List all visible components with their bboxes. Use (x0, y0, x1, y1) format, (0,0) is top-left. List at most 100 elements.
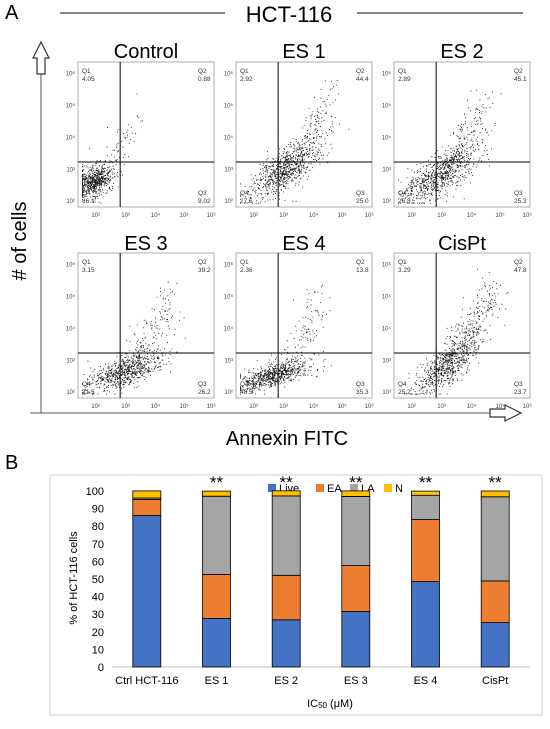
y-tick-label: 10⁵ (224, 294, 234, 301)
quadrant-label-q4: Q4 (240, 381, 249, 388)
bar-segment-la (480, 496, 510, 582)
y-tick-label: 10³ (224, 167, 233, 173)
y-tick-label: 60 (92, 556, 104, 568)
stacked-bar-chart: 0 10 20 30 40 50 60 70 80 90 100 Ctrl HCT-116 ES 1 **… (86, 473, 530, 687)
significance-marker: ** (349, 473, 363, 492)
quadrant-value-q3: 25.3 (514, 198, 527, 205)
y-tick-label: 10⁶ (66, 262, 76, 269)
quadrant-value-q1: 2.89 (398, 76, 411, 83)
plot-title: ES 2 (440, 41, 483, 63)
scatter-dots (82, 281, 186, 395)
plot-title: CisPt (438, 233, 486, 255)
quadrant-label-q4: Q4 (398, 190, 407, 197)
bar-segment-n (271, 490, 301, 497)
panel-a-title: HCT-116 (246, 2, 332, 27)
y-tick-label: 10² (382, 199, 391, 205)
bar-segment-la (202, 495, 231, 575)
quadrant-value-q3: 35.3 (356, 389, 369, 396)
scatter-dots (404, 268, 509, 395)
y-tick-label: 10⁴ (224, 325, 234, 332)
y-tick-label: 40 (92, 592, 104, 604)
y-tick-label: 10³ (66, 167, 75, 173)
y-axis-label-b: % of HCT-116 cells (68, 531, 80, 625)
plot-frame (393, 61, 531, 208)
plot-frame (235, 61, 373, 208)
significance-marker: ** (419, 473, 433, 492)
y-axis-label-a: # of cells (9, 202, 31, 281)
quadrant-label-q3: Q3 (198, 381, 207, 388)
bar-segment-ea (202, 574, 231, 619)
legend-swatch-n (384, 484, 392, 492)
x-tick-label: 10³ (121, 404, 130, 410)
bar-segment-la (341, 496, 371, 566)
quadrant-label-q1: Q1 (240, 68, 249, 75)
legend-swatch-la (350, 484, 358, 492)
x-tick-label: 10⁴ (309, 403, 319, 410)
x-axis-label-a: Annexin FITC (226, 428, 348, 450)
x-tick-label: CisPt (482, 675, 508, 687)
x-tick-label: 10² (407, 404, 416, 410)
quadrant-value-q4: 25.2 (398, 389, 411, 396)
panel-a-letter: A (5, 2, 19, 24)
legend-swatch-live (268, 484, 276, 492)
x-tick-label: 10² (91, 213, 100, 219)
quadrant-label-q2: Q2 (198, 68, 207, 75)
quadrant-label-q1: Q1 (398, 259, 407, 266)
bar-segment-live (480, 622, 510, 668)
bar-group-es-2: ES 2 ** (271, 473, 301, 687)
bar-segment-ea (132, 499, 162, 516)
quadrant-label-q3: Q3 (198, 190, 207, 197)
y-tick-label: 10³ (382, 167, 391, 173)
quadrant-value-q1: 3.29 (398, 267, 411, 274)
bar-group-ctrl-hct-116: Ctrl HCT-116 (115, 490, 179, 687)
quadrant-value-q4: 48.5 (240, 389, 253, 396)
bar-group-es-4: ES 4 ** (411, 473, 440, 687)
x-tick-label: 10² (249, 213, 258, 219)
quadrant-value-q4: 86.1 (82, 198, 95, 205)
bar-segment-la (271, 495, 301, 576)
plot-title: ES 1 (282, 41, 325, 63)
x-tick-label: 10⁵ (337, 403, 347, 410)
quadrant-label-q3: Q3 (514, 381, 523, 388)
x-tick-label: 10⁴ (309, 212, 319, 219)
legend-label-ea: EA (327, 483, 342, 495)
x-tick-label: 10⁵ (179, 212, 189, 219)
quadrant-value-q4: 27.6 (240, 198, 253, 205)
y-tick-label: 30 (92, 609, 104, 621)
flow-plot-es-4: ES 4 10² 10³ 10⁴ 10⁵ 10⁶ 10² 10³ 10⁴ 10⁵ 10⁶ Q12.36… (224, 233, 375, 410)
y-tick-label: 10⁶ (224, 71, 234, 78)
flow-plot-control: Control 10² 10³ 10⁴ 10⁵ 10⁶ 10² 10³ 10⁴ 10⁵ 10⁶ Q14… (66, 41, 217, 219)
quadrant-label-q1: Q1 (82, 68, 91, 75)
bar-segment-n (480, 490, 510, 498)
bar-segment-la (411, 494, 440, 520)
y-tick-label: 70 (92, 539, 104, 551)
x-tick-label: 10⁵ (495, 403, 505, 410)
y-tick-label: 10⁶ (224, 262, 234, 269)
legend-swatch-ea (316, 484, 324, 492)
y-tick-label: 10⁶ (382, 262, 392, 269)
flow-plot-es-3: ES 3 10² 10³ 10⁴ 10⁵ 10⁶ 10² 10³ 10⁴ 10⁵ 10⁶ Q13.15… (66, 233, 217, 410)
y-axis-arrow (32, 40, 50, 413)
y-tick-label: 10⁵ (66, 103, 76, 110)
flow-plot-cispt: CisPt 10² 10³ 10⁴ 10⁵ 10⁶ 10² 10³ 10⁴ 10⁵ 10⁶ Q13.2… (382, 233, 533, 410)
plot-frame (77, 252, 215, 399)
quadrant-value-q1: 2.36 (240, 267, 253, 274)
quadrant-value-q4: 31.5 (82, 389, 95, 396)
bar-segment-live (132, 515, 162, 668)
plot-frame (393, 252, 531, 399)
x-tick-label: 10² (249, 404, 258, 410)
y-tick-label: 10² (66, 390, 75, 396)
y-tick-label: 50 (92, 574, 104, 586)
y-tick-label: 10⁶ (382, 71, 392, 78)
quadrant-value-q3: 9.02 (198, 198, 211, 205)
bar-segment-live (411, 581, 440, 668)
scatter-dots (398, 89, 502, 204)
plot-title: ES 3 (124, 233, 167, 255)
x-tick-label: 10⁶ (365, 403, 375, 410)
scatter-dots (82, 93, 143, 204)
x-tick-label: 10⁶ (207, 403, 217, 410)
bar-segment-ea (341, 565, 371, 612)
x-tick-label: 10⁶ (365, 212, 375, 219)
x-tick-label: ES 2 (274, 675, 298, 687)
